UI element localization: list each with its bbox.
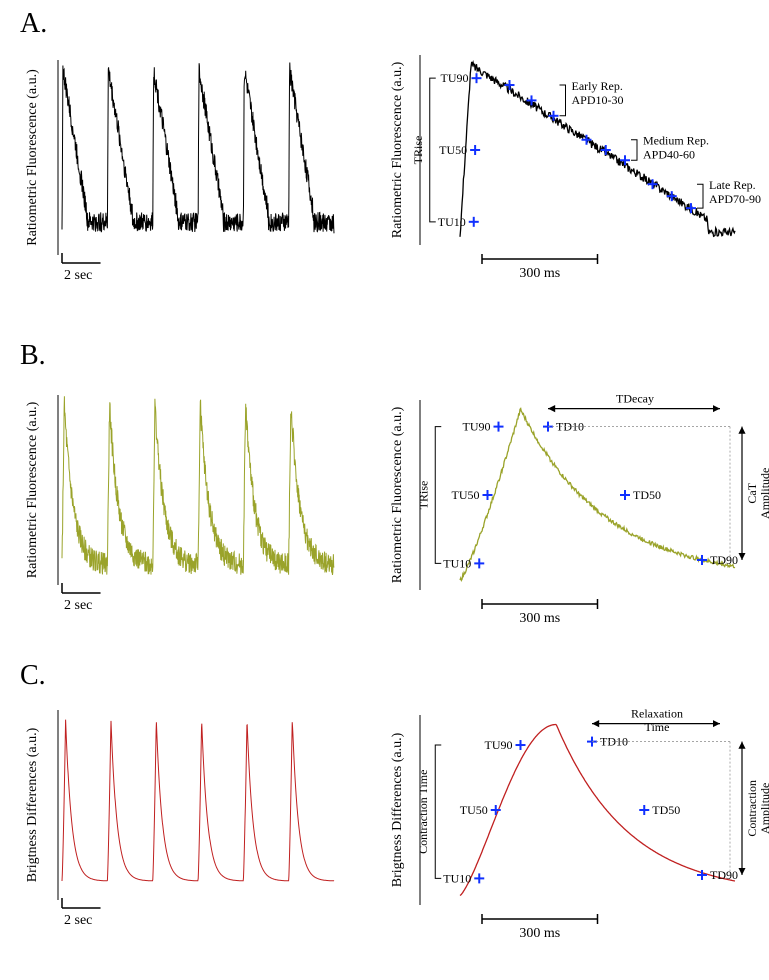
rep-group-sub: APD70-90 <box>709 192 761 206</box>
marker-label: TU90 <box>441 71 469 85</box>
marker-label: TD50 <box>633 488 661 502</box>
time-scale-label: 2 sec <box>64 598 92 613</box>
left-trace-B: Ratiometric Fluorescence (a.u.) 2 sec <box>25 395 334 613</box>
rep-group-label: Early Rep. <box>572 79 623 93</box>
marker-label: TU10 <box>443 556 471 570</box>
time-scale-label: 300 ms <box>519 266 560 281</box>
right-trace-B: Ratiometric Fluorescence (a.u.) TU90 TU50 T… <box>390 392 769 626</box>
tdecay-label: TDecay <box>616 392 654 406</box>
trace-multi <box>62 63 334 234</box>
marker-label: TU10 <box>443 871 471 885</box>
marker-label: TD50 <box>652 803 680 817</box>
marker-label: TU10 <box>438 215 466 229</box>
trace-multi <box>62 720 334 881</box>
rep-group-label: Late Rep. <box>709 178 756 192</box>
tdecay-label: RelaxationTime <box>631 707 683 734</box>
amplitude-label: ContractionAmplitude <box>745 780 769 837</box>
y-axis-label: Ratiometric Fluorescence (a.u.) <box>390 61 405 238</box>
marker-label: TU90 <box>485 738 513 752</box>
rep-group-sub: APD10-30 <box>572 93 624 107</box>
right-trace-A: Ratiometric Fluorescence (a.u.) TU90 TU50 T… <box>390 55 761 281</box>
marker-label: TU50 <box>460 803 488 817</box>
y-axis-label: Brigtness Differences (a.u.) <box>390 732 405 887</box>
trace-single <box>460 409 735 581</box>
time-scale-label: 300 ms <box>519 611 560 626</box>
y-axis-label: Ratiometric Fluorescence (a.u.) <box>25 401 40 578</box>
marker-label: TU90 <box>463 420 491 434</box>
trise-label: TRise <box>416 481 430 510</box>
marker-label: TD90 <box>710 868 738 882</box>
rep-group-label: Medium Rep. <box>643 134 709 148</box>
trace-multi <box>62 396 334 575</box>
y-axis-label: Brigtness Differences (a.u.) <box>25 727 40 882</box>
trise-label: Contraction Time <box>416 770 430 854</box>
left-trace-C: Brigtness Differences (a.u.) 2 sec <box>25 710 334 928</box>
amplitude-label: CaTAmplitude <box>745 468 769 519</box>
rep-group-sub: APD40-60 <box>643 148 695 162</box>
right-trace-C: Brigtness Differences (a.u.) TU90 TU50 TU10… <box>390 707 769 941</box>
marker-label: TU50 <box>452 488 480 502</box>
time-scale-label: 300 ms <box>519 926 560 941</box>
left-trace-A: Ratiometric Fluorescence (a.u.) 2 sec <box>25 60 334 283</box>
marker-label: TD90 <box>710 553 738 567</box>
time-scale-label: 2 sec <box>64 913 92 928</box>
marker-label: TU50 <box>439 143 467 157</box>
y-axis-label: Ratiometric Fluorescence (a.u.) <box>25 69 40 246</box>
trise-label: TRise <box>411 136 425 165</box>
figure-root: A.B.C. Ratiometric Fluorescence (a.u.)2 … <box>0 0 769 980</box>
time-scale-label: 2 sec <box>64 268 92 283</box>
y-axis-label: Ratiometric Fluorescence (a.u.) <box>390 406 405 583</box>
figure-svg: Ratiometric Fluorescence (a.u.)2 secRati… <box>0 0 769 980</box>
